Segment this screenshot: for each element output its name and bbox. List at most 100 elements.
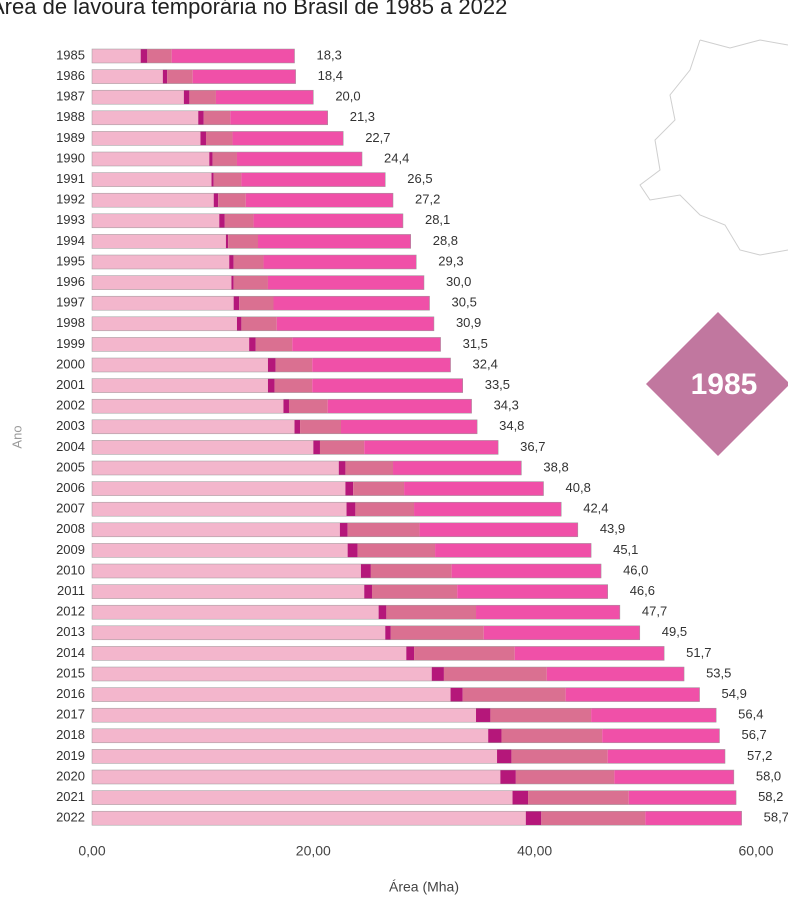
bar-segment <box>92 728 489 743</box>
bar-segment <box>92 172 212 187</box>
bar-segment <box>213 172 242 187</box>
bar-segment <box>230 110 328 125</box>
bar-segment <box>92 646 407 661</box>
bar-segment <box>602 728 720 743</box>
y-tick-label: 2006 <box>56 480 85 495</box>
bar-outline <box>91 728 720 744</box>
y-tick-label: 1990 <box>56 150 85 165</box>
y-tick-label: 2003 <box>56 418 85 433</box>
y-tick-label: 2015 <box>56 665 85 680</box>
bar-segment <box>357 543 436 558</box>
y-axis-title: Ano <box>9 425 24 448</box>
y-tick-label: 1995 <box>56 253 85 268</box>
bar-segment <box>267 275 424 290</box>
bar-segment <box>147 49 172 63</box>
bar-outline <box>91 398 472 414</box>
bar-segment <box>267 378 275 393</box>
bar-segment <box>229 255 234 269</box>
bar-segment <box>232 131 344 146</box>
bar-segment <box>614 770 734 784</box>
total-label: 42,4 <box>583 501 608 516</box>
bar-segment <box>283 399 289 414</box>
y-tick-label: 2010 <box>56 562 85 577</box>
total-label: 28,8 <box>433 233 458 248</box>
total-label: 45,1 <box>613 542 638 557</box>
y-tick-label: 1999 <box>56 336 85 351</box>
total-label: 51,7 <box>686 645 711 660</box>
bar-segment <box>92 255 230 269</box>
bar-segment <box>92 461 339 475</box>
bar-segment <box>385 625 391 640</box>
bar-outline <box>91 440 499 455</box>
bar-segment <box>345 481 354 496</box>
bar-segment <box>338 461 346 475</box>
bar-outline <box>91 543 592 558</box>
bar-segment <box>312 358 451 372</box>
y-tick-label: 1997 <box>56 295 85 310</box>
bar-outline <box>91 460 522 476</box>
bar-segment <box>275 358 313 372</box>
bar-segment <box>360 564 371 578</box>
bar-segment <box>345 461 394 475</box>
bar-segment <box>213 193 219 208</box>
x-tick-label: 20,00 <box>296 843 331 859</box>
bar-segment <box>212 152 237 166</box>
bar-segment <box>245 193 394 208</box>
bar-segment <box>546 667 685 681</box>
y-tick-label: 2007 <box>56 501 85 516</box>
bar-segment <box>390 625 484 640</box>
bar-segment <box>370 564 452 578</box>
y-tick-label: 2012 <box>56 604 85 619</box>
y-tick-label: 1993 <box>56 212 85 227</box>
bar-segment <box>607 749 726 764</box>
y-tick-label: 2011 <box>57 583 85 598</box>
total-label: 58,7 <box>764 810 788 825</box>
bar-segment <box>228 234 258 249</box>
bar-outline <box>91 522 579 538</box>
bar-outline <box>91 481 544 496</box>
bar-outline <box>91 419 478 435</box>
bar-segment <box>92 378 268 393</box>
y-tick-label: 2013 <box>56 624 85 639</box>
bar-outline <box>91 749 726 764</box>
y-tick-label: 1987 <box>56 89 85 104</box>
bar-segment <box>92 667 432 681</box>
bar-segment <box>273 296 430 311</box>
bar-segment <box>92 543 348 558</box>
bar-segment <box>258 234 411 249</box>
bar-outline <box>91 563 602 579</box>
bar-segment <box>514 646 665 661</box>
bar-segment <box>92 419 295 434</box>
bar-outline <box>91 316 435 332</box>
bar-segment <box>255 337 293 352</box>
total-label: 22,7 <box>365 130 390 145</box>
total-label: 38,8 <box>543 459 568 474</box>
bar-segment <box>294 419 301 434</box>
y-tick-label: 2022 <box>56 810 85 825</box>
bar-segment <box>386 605 477 620</box>
bar-segment <box>406 646 415 661</box>
bar-segment <box>483 625 640 640</box>
bar-segment <box>92 399 284 414</box>
bar-segment <box>249 337 256 352</box>
total-label: 33,5 <box>485 377 510 392</box>
y-tick-label: 2008 <box>56 521 85 536</box>
bar-segment <box>92 440 314 455</box>
bar-segment <box>92 193 214 208</box>
bar-segment <box>451 564 602 578</box>
bar-segment <box>414 646 515 661</box>
bar-segment <box>353 481 405 496</box>
bar-outline <box>91 172 386 187</box>
bar-segment <box>346 502 356 517</box>
bar-segment <box>241 316 277 331</box>
bar-segment <box>628 790 737 805</box>
bar-outline <box>91 89 314 105</box>
bar-segment <box>341 419 478 434</box>
bar-segment <box>92 564 361 578</box>
bar-segment <box>209 152 213 166</box>
total-label: 49,5 <box>662 624 687 639</box>
bar-segment <box>92 69 163 84</box>
bar-segment <box>225 234 229 249</box>
y-tick-label: 2017 <box>56 707 85 722</box>
bar-outline <box>91 254 417 270</box>
